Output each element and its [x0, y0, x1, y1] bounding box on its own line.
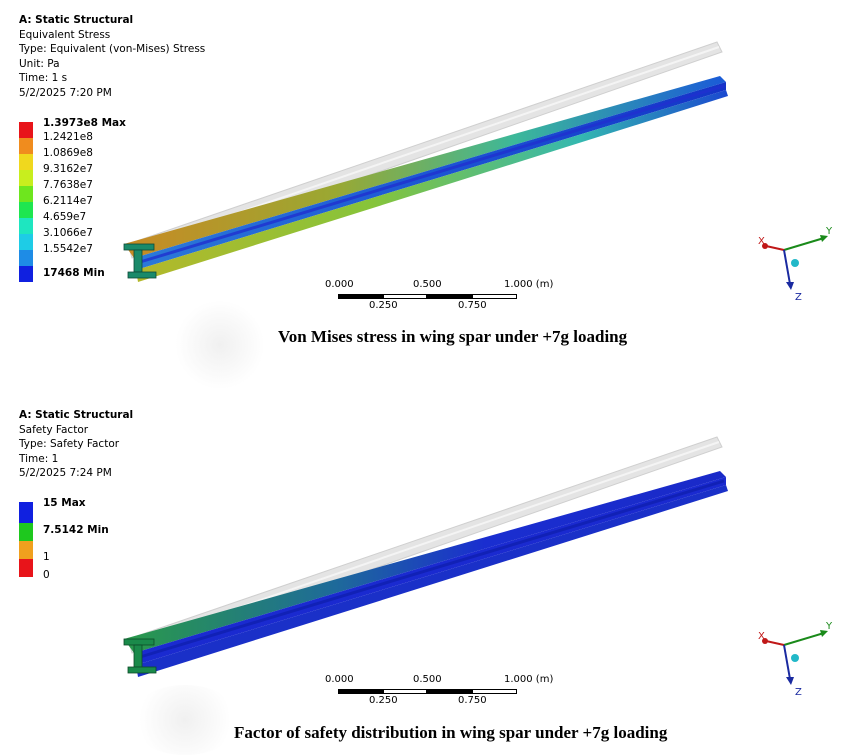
x-axis-label: X: [758, 631, 765, 642]
result-info-block: A: Static Structural Equivalent Stress T…: [19, 13, 205, 101]
figure-caption: Von Mises stress in wing spar under +7g …: [278, 327, 628, 346]
scale-label: 0.750: [458, 300, 487, 311]
axis-triad[interactable]: Y X Z: [750, 222, 840, 302]
result-date: 5/2/2025 7:20 PM: [19, 86, 112, 99]
z-axis-label: Z: [795, 292, 802, 302]
result-type: Type: Equivalent (von-Mises) Stress: [19, 43, 206, 56]
result-time: Time: 1 s: [19, 72, 68, 85]
analysis-title: A: Static Structural: [19, 14, 134, 26]
result-time: Time: 1: [19, 452, 59, 465]
safety-factor-panel: A: Static Structural Safety Factor Type:…: [0, 395, 856, 755]
y-axis-label: Y: [825, 226, 833, 237]
z-axis-label: Z: [795, 687, 802, 697]
result-name: Equivalent Stress: [19, 28, 111, 41]
scale-label: 0.000: [325, 279, 354, 290]
analysis-title: A: Static Structural: [19, 409, 134, 421]
spar-model-view[interactable]: [0, 0, 856, 390]
result-date: 5/2/2025 7:24 PM: [19, 467, 112, 480]
scale-bar: 0.000 0.500 1.000 (m) 0.250 0.750: [320, 674, 560, 708]
scale-label: 0.500: [413, 279, 442, 290]
scale-label: 0.000: [325, 674, 354, 685]
result-info-block: A: Static Structural Safety Factor Type:…: [19, 408, 133, 481]
scale-label: 1.000 (m): [504, 279, 554, 290]
scale-bar: 0.000 0.500 1.000 (m) 0.250 0.750: [320, 279, 560, 313]
render-artifact: [130, 685, 240, 755]
spar-end-section: [123, 243, 157, 279]
y-axis-label: Y: [825, 621, 833, 632]
spar-top-flange: [124, 471, 726, 653]
scale-label: 0.250: [369, 300, 398, 311]
figure-caption: Factor of safety distribution in wing sp…: [234, 723, 668, 742]
scale-label: 1.000 (m): [504, 674, 554, 685]
x-axis-label: X: [758, 236, 765, 247]
spar-top-flange: [124, 76, 726, 258]
axis-triad[interactable]: Y X Z: [750, 617, 840, 697]
scale-label: 0.750: [458, 695, 487, 706]
result-unit: Unit: Pa: [19, 57, 60, 70]
scale-label: 0.250: [369, 695, 398, 706]
spar-bottom-flange: [136, 485, 728, 677]
spar-end-section: [123, 638, 157, 674]
scale-label: 0.500: [413, 674, 442, 685]
render-artifact: [175, 300, 265, 390]
result-name: Safety Factor: [19, 423, 89, 436]
result-type: Type: Safety Factor: [19, 438, 120, 451]
spar-bottom-flange: [136, 90, 728, 282]
spar-model-view[interactable]: [0, 395, 856, 753]
stress-result-panel: A: Static Structural Equivalent Stress T…: [0, 0, 856, 390]
